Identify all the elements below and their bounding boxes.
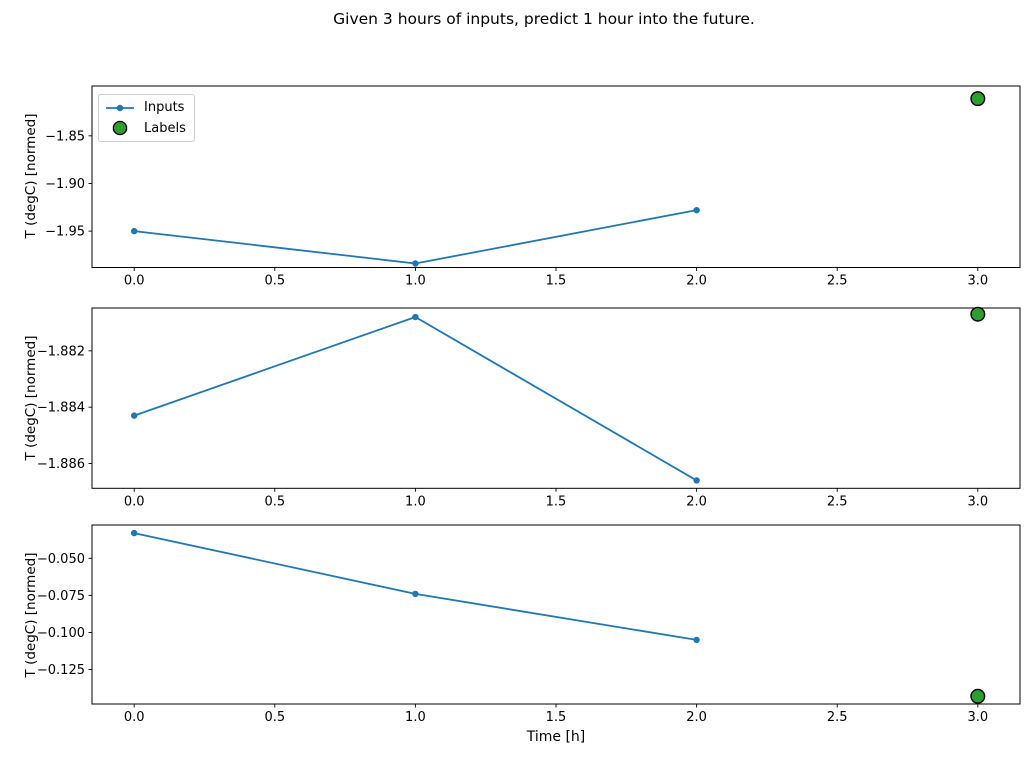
- x-tick-label: 2.5: [827, 274, 848, 289]
- label-point: [970, 688, 986, 704]
- figure-title: Given 3 hours of inputs, predict 1 hour …: [333, 10, 755, 28]
- inputs-line: [133, 316, 698, 482]
- input-point: [412, 590, 419, 598]
- legend-item-inputs: Inputs: [105, 98, 188, 118]
- label-point: [970, 306, 986, 322]
- x-tick-label: 0.5: [264, 710, 285, 725]
- x-tick-label: 3.0: [967, 274, 988, 289]
- input-point: [130, 412, 138, 419]
- inputs-line: [133, 532, 697, 641]
- legend: Inputs Labels: [98, 94, 195, 142]
- y-axis-label-subplot-3: T (degC) [normed]: [23, 552, 39, 678]
- y-tick-label: −1.882: [37, 344, 85, 359]
- x-axis-label: Time [h]: [526, 729, 586, 745]
- axes-frame: [91, 524, 1021, 705]
- input-point: [693, 206, 700, 214]
- x-tick-label: 0.0: [124, 494, 145, 509]
- input-point: [412, 260, 419, 267]
- x-tick-label: 1.0: [405, 494, 426, 509]
- x-tick-label: 0.0: [124, 710, 145, 725]
- label-point: [970, 91, 986, 107]
- legend-label-inputs: Inputs: [144, 100, 185, 116]
- input-point: [693, 636, 700, 644]
- y-tick-label: −0.050: [37, 552, 85, 567]
- x-tick-label: 2.0: [686, 710, 707, 725]
- x-tick-label: 0.5: [264, 494, 285, 509]
- y-tick-label: −0.075: [37, 589, 85, 604]
- x-tick-label: 2.0: [686, 494, 707, 509]
- x-tick-label: 1.0: [405, 274, 426, 289]
- axes-frame: [91, 85, 1021, 268]
- inputs-line-icon: [106, 104, 134, 111]
- legend-item-labels: Labels: [105, 118, 188, 138]
- input-point: [693, 477, 700, 484]
- x-tick-label: 3.0: [967, 710, 988, 725]
- y-tick-label: −1.886: [37, 457, 85, 472]
- input-point: [412, 313, 419, 321]
- x-tick-label: 1.5: [546, 710, 567, 725]
- x-tick-label: 1.5: [546, 274, 567, 289]
- x-tick-label: 0.0: [124, 274, 145, 289]
- legend-label-labels: Labels: [144, 120, 186, 136]
- x-tick-label: 2.0: [686, 274, 707, 289]
- inputs-line: [134, 209, 697, 265]
- y-axis-label-subplot-1: T (degC) [normed]: [23, 113, 39, 239]
- y-tick-label: −1.95: [45, 225, 85, 240]
- subplot-3: 0.0 0.5 1.0 1.5 2.0 2.5 3.0 −0.050 −0.075 −0.100 −…: [37, 524, 1021, 725]
- subplot-2: 0.0 0.5 1.0 1.5 2.0 2.5 3.0 −1.882 −1.884 −1.886: [37, 306, 1021, 509]
- y-axis-label-subplot-2: T (degC) [normed]: [23, 335, 39, 461]
- y-tick-label: −0.100: [37, 626, 85, 641]
- x-tick-label: 1.0: [405, 710, 426, 725]
- y-tick-label: −1.90: [45, 177, 85, 192]
- x-tick-label: 2.5: [827, 710, 848, 725]
- x-tick-label: 0.5: [264, 274, 285, 289]
- y-tick-label: −1.85: [45, 129, 85, 144]
- labels-circle-icon: [112, 121, 128, 136]
- input-point: [130, 529, 138, 537]
- x-tick-label: 1.5: [546, 494, 567, 509]
- x-tick-label: 2.5: [827, 494, 848, 509]
- y-tick-label: −1.884: [37, 401, 85, 416]
- x-tick-label: 3.0: [967, 494, 988, 509]
- subplot-1: 0.0 0.5 1.0 1.5 2.0 2.5 3.0 −1.85 −1.90 −1.95: [45, 85, 1021, 289]
- input-point: [130, 227, 138, 235]
- y-tick-label: −0.125: [37, 663, 85, 678]
